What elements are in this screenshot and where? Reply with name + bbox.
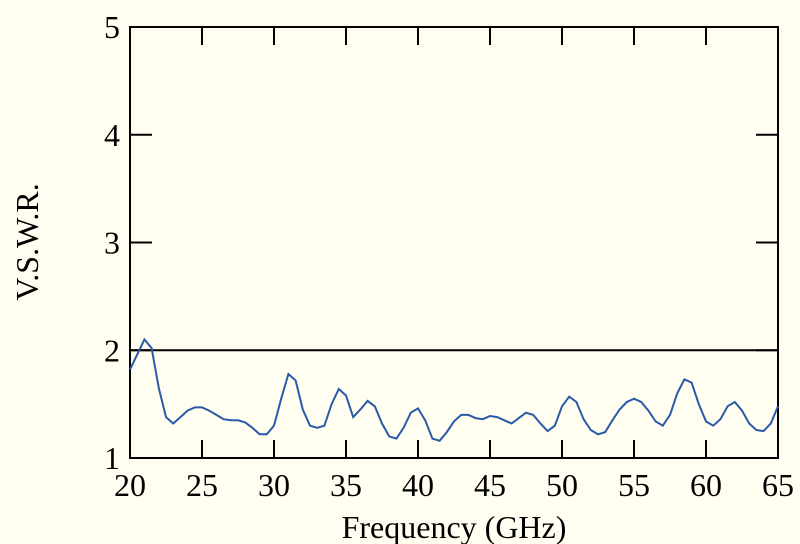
y-tick-label: 3 bbox=[104, 225, 120, 261]
plot-frame bbox=[129, 26, 779, 459]
x-tick-label: 55 bbox=[618, 467, 650, 503]
y-axis-title: V.S.W.R. bbox=[9, 183, 45, 300]
y-tick-label: 1 bbox=[104, 440, 120, 476]
y-tick-label: 5 bbox=[104, 9, 120, 45]
vswr-series-line bbox=[129, 337, 779, 442]
x-tick-label: 50 bbox=[546, 467, 578, 503]
x-tick-label: 40 bbox=[402, 467, 434, 503]
x-tick-label: 25 bbox=[186, 467, 218, 503]
x-tick-label: 45 bbox=[474, 467, 506, 503]
x-axis-title: Frequency (GHz) bbox=[342, 509, 567, 544]
y-axis-ticks: 1 2 3 4 5 bbox=[104, 9, 778, 476]
y-tick-label: 2 bbox=[104, 332, 120, 368]
x-tick-label: 30 bbox=[258, 467, 290, 503]
x-tick-label: 65 bbox=[762, 467, 794, 503]
x-tick-label: 60 bbox=[690, 467, 722, 503]
x-axis-ticks: 20 25 30 35 40 45 50 55 60 65 bbox=[114, 27, 794, 503]
y-tick-label: 4 bbox=[104, 117, 120, 153]
x-tick-label: 20 bbox=[114, 467, 146, 503]
x-tick-label: 35 bbox=[330, 467, 362, 503]
